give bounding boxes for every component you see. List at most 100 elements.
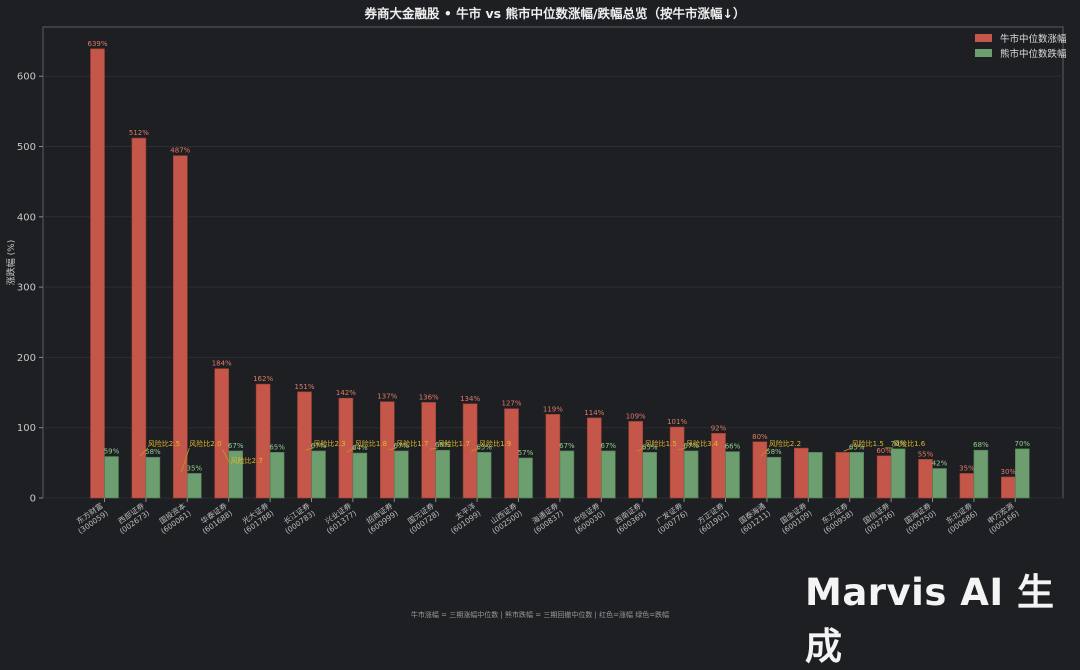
bear-bar	[601, 451, 615, 498]
bull-bar	[753, 442, 767, 498]
legend-swatch	[975, 49, 992, 57]
bull-value-label: 127%	[501, 400, 521, 408]
x-tick-label: 长江证券(000783)	[278, 500, 318, 536]
bull-bar	[587, 418, 601, 498]
x-tick-label: 国投资本(600061)	[153, 500, 193, 536]
bear-bar	[684, 451, 698, 498]
x-tick-label: 海通证券(600837)	[526, 500, 566, 536]
bear-bar	[105, 457, 119, 498]
bull-value-label: 119%	[543, 405, 563, 413]
risk-ratio-label: 风险比2.0	[189, 439, 221, 448]
y-tick-label: 0	[30, 494, 36, 505]
risk-ratio-label: 风险比1.9	[479, 439, 511, 448]
x-tick-label: 光大证券(601788)	[236, 500, 276, 536]
risk-ratio-label: 风险比1.5	[645, 439, 677, 448]
bear-bar	[394, 451, 408, 498]
bull-value-label: 134%	[460, 395, 480, 403]
bear-value-label: 58%	[766, 448, 782, 456]
bull-bar	[91, 49, 105, 498]
y-tick-label: 500	[17, 142, 36, 153]
y-axis-label: 涨跌幅 (%)	[5, 240, 17, 285]
bear-bar	[1015, 449, 1029, 498]
bull-bar	[132, 138, 146, 498]
bear-bar	[146, 457, 160, 498]
bull-bar	[215, 369, 229, 498]
bull-value-label: 80%	[752, 433, 768, 441]
bear-bar	[519, 458, 533, 498]
bull-value-label: 92%	[711, 424, 727, 432]
x-tick-label: 国泰海通(601211)	[733, 500, 773, 536]
x-tick-label: 方正证券(601901)	[692, 500, 732, 536]
bull-bar	[380, 402, 394, 498]
x-tick-label: 山西证券(002500)	[485, 500, 525, 536]
risk-ratio-label: 风险比1.6	[893, 439, 926, 448]
bear-bar	[767, 457, 781, 498]
bear-bar	[560, 451, 574, 498]
bull-value-label: 55%	[918, 450, 934, 458]
bear-bar	[726, 452, 740, 498]
bull-bar	[919, 459, 933, 498]
x-tick-label: 国元证券(000728)	[402, 500, 442, 536]
bear-bar	[850, 452, 864, 498]
risk-ratio-label: 风险比2.5	[148, 439, 180, 448]
bull-value-label: 137%	[377, 393, 397, 401]
bull-value-label: 151%	[294, 383, 314, 391]
bull-value-label: 184%	[212, 360, 232, 368]
x-tick-label: 华泰证券(601688)	[195, 500, 235, 536]
y-tick-label: 200	[17, 353, 36, 364]
bear-bar	[974, 450, 988, 498]
bear-bar	[187, 473, 201, 498]
bear-bar	[353, 453, 367, 498]
bull-bar	[339, 398, 353, 498]
bull-value-label: 35%	[959, 464, 975, 472]
risk-ratio-label: 风险比2.7	[231, 456, 263, 465]
bear-bar	[270, 452, 284, 498]
bear-value-label: 42%	[932, 459, 948, 467]
x-tick-label: 东方财富(300059)	[71, 500, 110, 535]
legend-label: 熊市中位数跌幅	[1000, 48, 1067, 60]
x-tick-label: 国金证券(600109)	[774, 500, 814, 536]
bear-value-label: 35%	[187, 464, 203, 472]
bull-value-label: 487%	[170, 147, 190, 155]
y-tick-label: 600	[17, 72, 36, 83]
risk-ratio-label: 风险比2.3	[314, 439, 346, 448]
bull-bar	[505, 409, 519, 498]
bull-value-label: 639%	[87, 40, 107, 48]
y-tick-label: 400	[17, 212, 36, 223]
chart: 0 100 200 300 400 500 600 券商大金融股 • 牛市 vs 熊市中位数涨…	[0, 0, 1080, 626]
bear-value-label: 67%	[559, 442, 575, 450]
x-tick-label: 兴业证券(601377)	[319, 500, 359, 536]
x-tick-label: 申万宏源(000166)	[981, 500, 1021, 536]
bull-bar	[670, 427, 684, 498]
x-tick-label: 国海证券(000750)	[899, 500, 939, 536]
bull-bar	[794, 448, 808, 498]
x-tick-label: 东北证券(000686)	[940, 500, 980, 536]
x-tick-label: 广发证券(000776)	[650, 500, 690, 536]
risk-ratio-label: 风险比1.7	[396, 439, 428, 448]
risk-ratio-label: 风险比1.8	[355, 439, 387, 448]
bull-value-label: 512%	[129, 129, 149, 137]
legend-swatch	[975, 34, 992, 42]
y-tick-label: 300	[17, 283, 36, 294]
bear-value-label: 57%	[518, 449, 534, 457]
bull-bar	[422, 402, 436, 498]
x-tick-label: 国信证券(002736)	[857, 500, 897, 536]
x-tick-label: 东方证券(600958)	[816, 500, 856, 536]
bear-value-label: 67%	[228, 442, 244, 450]
bear-bar	[477, 452, 491, 498]
bear-value-label: 67%	[601, 442, 617, 450]
bear-value-label: 59%	[104, 448, 120, 456]
y-tick-label: 100	[17, 423, 36, 434]
bull-value-label: 142%	[336, 389, 356, 397]
bull-bar	[298, 392, 312, 498]
bull-value-label: 109%	[626, 412, 646, 420]
x-tick-label: 太平洋(601099)	[443, 500, 483, 536]
x-tick-label: 西部证券(002673)	[112, 500, 152, 536]
bull-value-label: 162%	[253, 375, 273, 383]
bull-bar	[463, 404, 477, 498]
bull-value-label: 114%	[584, 409, 604, 417]
bear-bar	[643, 452, 657, 498]
bear-value-label: 65%	[269, 443, 285, 451]
chart-title: 券商大金融股 • 牛市 vs 熊市中位数涨幅/跌幅总览（按牛市涨幅↓）	[363, 6, 745, 21]
bull-value-label: 30%	[1001, 468, 1017, 476]
